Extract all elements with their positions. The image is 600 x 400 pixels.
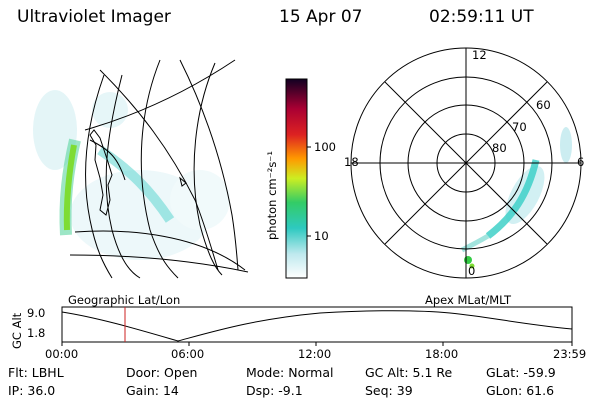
image-time: 02:59:11 UT <box>429 7 534 27</box>
timeline-x-tick: 23:59 <box>553 347 587 361</box>
status-glon: GLon: 61.6 <box>486 383 555 398</box>
colorbar-tick-100: 100 <box>314 140 336 154</box>
lat-label-70: 70 <box>512 120 527 134</box>
timeline-left-label: Geographic Lat/Lon <box>68 293 181 307</box>
aurora-haze-left <box>33 90 230 260</box>
timeline-x-tick: 18:00 <box>425 347 459 361</box>
status-gain: Gain: 14 <box>126 383 179 398</box>
timeline-y-axis-label: GC Alt <box>10 312 24 349</box>
timeline-y-tick-bottom: 1.8 <box>27 326 46 340</box>
timeline-x-tick: 06:00 <box>171 347 205 361</box>
instrument-title: Ultraviolet Imager <box>17 7 171 27</box>
timeline-right-label: Apex MLat/MLT <box>425 293 512 307</box>
polar-mlt-plot <box>350 47 582 279</box>
status-door: Door: Open <box>126 365 198 380</box>
color-scale-bar <box>285 78 311 279</box>
status-mode: Mode: Normal <box>246 365 334 380</box>
lat-label-80: 80 <box>492 141 507 155</box>
status-dsp: Dsp: -9.1 <box>246 383 303 398</box>
altitude-timeline <box>61 306 573 346</box>
geographic-map-panel <box>33 59 249 279</box>
timeline-y-tick-top: 9.0 <box>27 306 46 320</box>
timeline-x-tick: 00:00 <box>45 347 79 361</box>
mlt-label-12: 12 <box>472 48 487 62</box>
lat-label-60: 60 <box>536 98 551 112</box>
mlt-label-0: 0 <box>468 264 476 278</box>
coastline <box>89 129 187 216</box>
image-date: 15 Apr 07 <box>279 7 363 27</box>
timeline-x-tick: 12:00 <box>298 347 332 361</box>
colorbar-tick-10: 10 <box>314 229 329 243</box>
aurora-oval-band <box>59 138 175 236</box>
status-gc-alt: GC Alt: 5.1 Re <box>365 365 453 380</box>
status-flt: Flt: LBHL <box>8 365 64 380</box>
status-ip: IP: 36.0 <box>8 383 56 398</box>
mlt-label-18: 18 <box>344 155 359 169</box>
status-glat: GLat: -59.9 <box>486 365 556 380</box>
mlt-label-6: 6 <box>577 155 585 169</box>
colorbar-unit-label: photon cm⁻²s⁻¹ <box>265 151 279 240</box>
status-seq: Seq: 39 <box>365 383 413 398</box>
